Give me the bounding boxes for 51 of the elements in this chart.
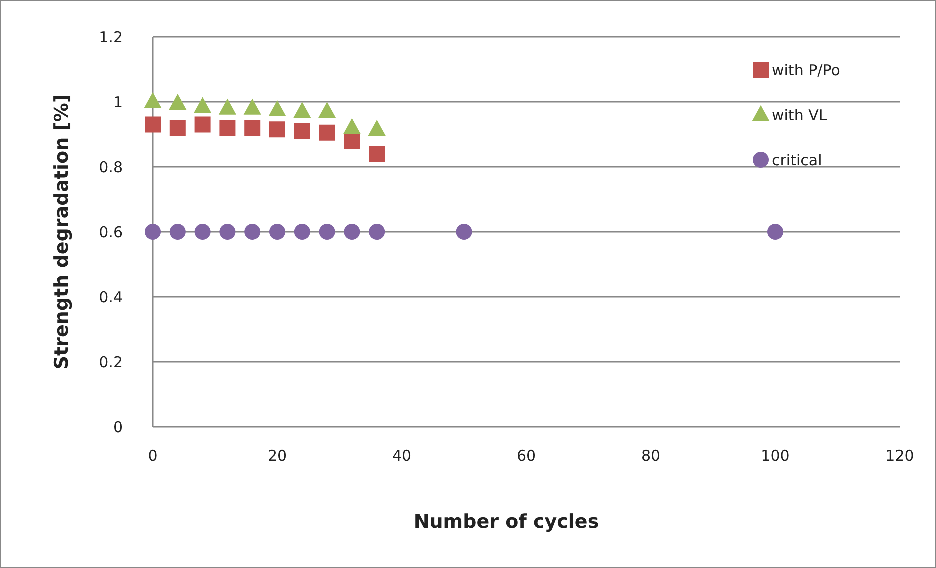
point xyxy=(169,94,187,110)
point xyxy=(244,120,261,136)
point xyxy=(145,224,161,240)
y-tick-label: 0.6 xyxy=(99,223,123,242)
point xyxy=(369,224,386,240)
x-tick-label: 100 xyxy=(761,447,790,465)
y-tick-label: 0 xyxy=(113,418,123,436)
point xyxy=(319,124,336,141)
x-tick-label: 120 xyxy=(886,447,914,465)
point xyxy=(294,224,310,240)
point xyxy=(244,98,262,115)
legend-label: critical xyxy=(772,151,822,170)
point xyxy=(194,224,211,240)
x-tick-label: 20 xyxy=(268,447,288,465)
point xyxy=(344,224,360,240)
point xyxy=(194,116,211,133)
x-axis-title: Number of cycles xyxy=(414,511,600,533)
point xyxy=(344,133,360,149)
point xyxy=(170,120,186,136)
point xyxy=(144,92,162,108)
point xyxy=(220,224,236,240)
x-tick-label: 0 xyxy=(148,447,158,465)
point xyxy=(319,224,336,240)
point xyxy=(294,123,310,140)
y-tick-label: 0.4 xyxy=(99,288,123,306)
legend-label: with P/Po xyxy=(772,61,840,80)
point xyxy=(369,146,386,162)
legend-label: with VL xyxy=(772,106,828,124)
y-tick-label: 1 xyxy=(113,93,123,112)
x-tick-label: 40 xyxy=(392,447,412,465)
point xyxy=(270,224,286,240)
point xyxy=(170,224,186,240)
point xyxy=(218,98,236,115)
point xyxy=(294,102,312,118)
point xyxy=(194,97,212,114)
point xyxy=(244,224,261,240)
point xyxy=(145,116,161,133)
point xyxy=(318,102,336,118)
y-tick-label: 0.8 xyxy=(99,158,123,176)
point xyxy=(220,120,236,136)
y-axis-title: Strength degradation [%] xyxy=(51,94,73,370)
point xyxy=(368,120,386,136)
y-tick-label: 0.2 xyxy=(99,353,123,372)
y-tick-label: 1.2 xyxy=(99,28,123,46)
x-tick-label: 60 xyxy=(516,447,536,465)
point xyxy=(456,224,472,240)
x-tick-label: 80 xyxy=(641,447,661,465)
point xyxy=(343,118,361,134)
point xyxy=(268,100,286,117)
point xyxy=(768,224,784,240)
point xyxy=(270,122,286,138)
